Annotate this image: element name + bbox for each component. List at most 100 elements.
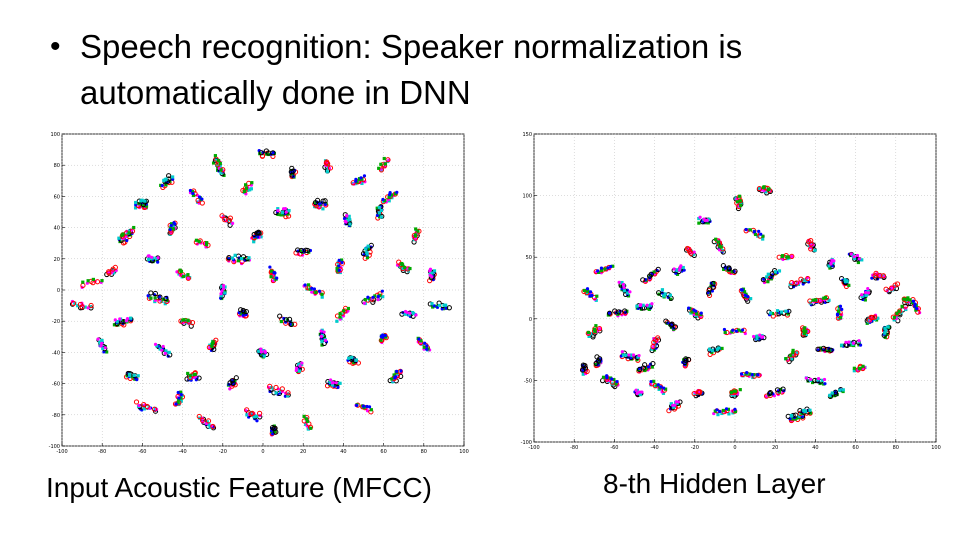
data-point	[337, 268, 341, 272]
data-point	[432, 269, 437, 273]
x-tick-label: 40	[340, 449, 346, 455]
data-point	[866, 291, 871, 295]
data-point	[586, 289, 590, 293]
data-point	[717, 346, 721, 350]
data-point	[879, 274, 883, 278]
data-point	[144, 204, 149, 208]
data-point	[594, 362, 598, 367]
data-point	[188, 276, 192, 280]
data-point	[390, 377, 394, 381]
y-tick-label: -20	[52, 319, 60, 325]
data-point	[669, 321, 675, 327]
data-point	[707, 217, 711, 221]
data-point	[769, 311, 773, 315]
data-point	[309, 426, 313, 430]
data-point	[329, 378, 333, 382]
data-point	[643, 368, 647, 373]
data-point	[395, 190, 399, 194]
data-point	[294, 366, 299, 370]
data-point	[348, 222, 352, 226]
data-point	[631, 353, 636, 357]
data-point	[306, 283, 311, 287]
data-point	[177, 398, 181, 402]
data-point	[883, 326, 887, 330]
data-point	[675, 272, 680, 276]
data-point	[789, 353, 793, 358]
data-point	[269, 275, 273, 279]
data-point	[256, 235, 260, 239]
data-point	[601, 375, 606, 379]
data-point	[831, 261, 835, 265]
data-point	[387, 195, 391, 199]
data-point	[738, 388, 742, 392]
data-point	[385, 157, 391, 163]
data-point	[362, 174, 367, 178]
data-point	[757, 229, 761, 234]
data-point	[276, 207, 280, 211]
data-point	[794, 350, 800, 356]
data-point	[373, 294, 377, 298]
data-point	[664, 387, 668, 391]
data-point	[844, 340, 848, 344]
data-point	[325, 170, 329, 174]
data-point	[156, 256, 160, 260]
x-tick-label: 60	[852, 445, 858, 451]
data-point	[784, 309, 788, 313]
data-point	[655, 266, 661, 272]
data-point	[161, 344, 165, 349]
data-point	[100, 338, 104, 343]
data-point	[115, 319, 119, 324]
data-point	[835, 312, 840, 316]
x-tick-label: -20	[219, 449, 227, 455]
data-point	[365, 256, 370, 260]
data-point	[870, 276, 874, 280]
data-point	[312, 199, 319, 206]
data-point	[280, 210, 284, 214]
data-point	[781, 257, 785, 261]
data-point	[99, 344, 103, 348]
data-point	[192, 372, 197, 377]
data-point	[205, 241, 209, 245]
data-point	[411, 310, 415, 315]
data-point	[889, 285, 895, 291]
data-point	[166, 173, 172, 179]
data-point	[609, 264, 613, 269]
data-point	[408, 266, 412, 271]
data-point	[181, 274, 186, 278]
data-point	[726, 407, 731, 411]
data-point	[638, 303, 642, 308]
data-point	[83, 305, 87, 309]
data-point	[694, 311, 699, 315]
data-point	[320, 292, 324, 296]
data-point	[322, 198, 328, 204]
data-point	[357, 177, 362, 181]
data-point	[729, 390, 733, 394]
data-point	[194, 238, 199, 242]
data-point	[267, 383, 273, 389]
data-point	[171, 223, 176, 228]
data-point	[801, 278, 806, 282]
data-point	[317, 202, 321, 206]
data-point	[273, 430, 277, 434]
data-point	[897, 309, 901, 313]
data-point	[791, 350, 795, 355]
data-point	[156, 260, 160, 264]
data-point	[245, 413, 249, 417]
data-point	[669, 297, 673, 301]
y-tick-label: 80	[54, 163, 60, 169]
data-point	[446, 305, 452, 311]
data-point	[318, 204, 322, 208]
data-point	[679, 264, 683, 268]
data-point	[157, 295, 162, 299]
data-point	[288, 321, 294, 328]
data-point	[672, 267, 676, 271]
data-point	[246, 258, 250, 262]
x-tick-label: 80	[893, 445, 899, 451]
data-point	[408, 311, 412, 315]
data-point	[756, 186, 763, 192]
data-point	[857, 343, 861, 347]
data-point	[335, 267, 339, 271]
data-point	[872, 273, 878, 279]
data-point	[335, 319, 339, 323]
data-point	[132, 373, 136, 377]
